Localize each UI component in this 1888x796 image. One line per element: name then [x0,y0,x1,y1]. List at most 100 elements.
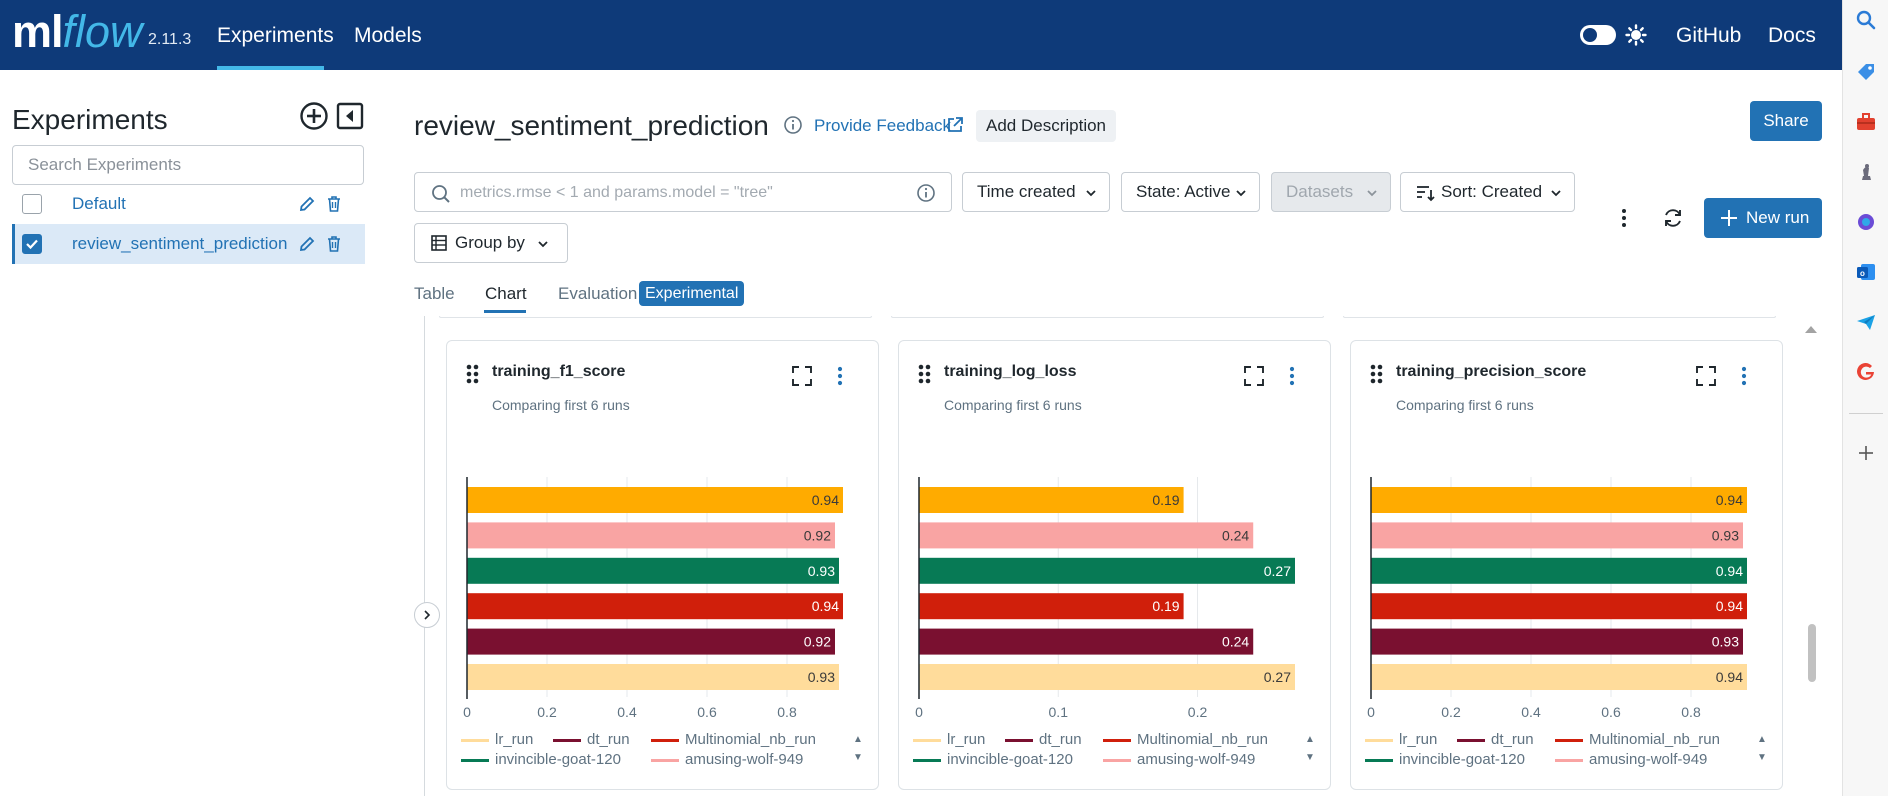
chart-bar[interactable] [467,593,843,620]
chart-bar[interactable] [1371,557,1747,584]
chart-bar[interactable] [919,487,1184,513]
experiment-checkbox[interactable] [22,194,42,214]
x-tick-label: 0.6 [697,704,717,720]
tab-table[interactable]: Table [414,284,455,303]
outlook-icon[interactable]: o [1854,260,1878,284]
tab-chart[interactable]: Chart [485,284,527,303]
external-link-icon[interactable] [946,116,964,134]
legend-item[interactable]: invincible-goat-120 [461,751,621,768]
chart-bar[interactable] [1371,593,1747,620]
info-icon[interactable] [783,115,803,135]
run-search-box[interactable] [414,172,952,212]
experiment-row-default[interactable]: Default [12,184,365,224]
chart-bar[interactable] [919,664,1295,690]
send-icon[interactable] [1854,310,1878,334]
copilot-icon[interactable] [1854,210,1878,234]
chart-bar[interactable] [467,664,839,690]
legend-item[interactable]: Multinomial_nb_run [1103,731,1268,748]
github-link[interactable]: GitHub [1676,24,1742,47]
toolbox-icon[interactable] [1854,110,1878,134]
edit-icon[interactable] [298,235,316,253]
chart-bar[interactable] [467,487,843,513]
legend-item[interactable]: lr_run [1365,731,1437,748]
legend-item[interactable]: amusing-wolf-949 [1555,751,1707,768]
drag-handle-icon[interactable] [466,364,480,384]
add-description-button[interactable]: Add Description [976,110,1117,142]
collapse-sidebar-icon[interactable] [336,102,364,130]
legend-item[interactable]: Multinomial_nb_run [1555,731,1720,748]
new-run-button[interactable]: New run [1704,198,1822,238]
search-icon[interactable] [1854,8,1878,32]
edit-icon[interactable] [298,195,316,213]
legend-item[interactable]: lr_run [461,731,533,748]
chart-bar[interactable] [467,628,835,655]
legend-item[interactable]: invincible-goat-120 [1365,751,1525,768]
datasets-dropdown[interactable]: Datasets [1271,172,1391,212]
legend-item[interactable]: invincible-goat-120 [913,751,1073,768]
drag-handle-icon[interactable] [1370,364,1384,384]
share-button[interactable]: Share [1750,101,1822,141]
experiment-name[interactable]: Default [72,194,126,213]
delete-icon[interactable] [326,235,342,253]
fullscreen-icon[interactable] [1695,365,1717,387]
legend-item[interactable]: Multinomial_nb_run [651,731,816,748]
sun-icon[interactable] [1625,24,1647,46]
delete-icon[interactable] [326,195,342,213]
bar-value-label: 0.24 [1222,634,1249,650]
fullscreen-icon[interactable] [791,365,813,387]
group-by-dropdown[interactable]: Group by [414,223,568,263]
chart-bar[interactable] [467,557,839,584]
time-created-dropdown[interactable]: Time created [962,172,1110,212]
chart-bar[interactable] [919,522,1254,549]
legend-item[interactable]: lr_run [913,731,985,748]
nav-tab-models[interactable]: Models [354,24,422,47]
x-tick-label: 0.2 [1188,704,1208,720]
legend-scroll-arrows[interactable]: ▲ ▼ [1305,734,1315,763]
chart-bar[interactable] [1371,628,1743,655]
chart-bar[interactable] [1371,487,1747,513]
search-experiments-input[interactable] [12,145,364,185]
plus-icon[interactable] [1854,441,1878,465]
state-filter-dropdown[interactable]: State: Active [1121,172,1260,212]
google-icon[interactable] [1854,360,1878,384]
chart-bar[interactable] [1371,664,1747,690]
nav-tab-experiments[interactable]: Experiments [217,24,334,47]
legend-item[interactable]: dt_run [1005,731,1082,748]
legend-scroll-arrows[interactable]: ▲ ▼ [1757,734,1767,763]
legend-item[interactable]: amusing-wolf-949 [1103,751,1255,768]
legend-item[interactable]: dt_run [553,731,630,748]
docs-link[interactable]: Docs [1768,24,1816,47]
chart-bar[interactable] [1371,522,1743,549]
legend-item[interactable]: dt_run [1457,731,1534,748]
legend-item[interactable]: amusing-wolf-949 [651,751,803,768]
sort-dropdown[interactable]: Sort: Created [1400,172,1575,212]
more-options-icon[interactable] [1614,207,1634,229]
experiment-row-review-sentiment[interactable]: review_sentiment_prediction [12,224,365,264]
chart-bar[interactable] [467,522,835,549]
add-experiment-icon[interactable] [299,101,329,131]
run-search-input[interactable] [460,181,900,205]
chart-menu-icon[interactable] [1737,365,1751,387]
info-icon[interactable] [916,183,936,203]
experiment-name[interactable]: review_sentiment_prediction [72,234,288,253]
mlflow-logo[interactable]: mlflow [12,6,143,57]
chart-bar[interactable] [919,557,1295,584]
refresh-icon[interactable] [1662,207,1684,229]
chart-bar[interactable] [919,628,1254,655]
experiment-checkbox[interactable] [22,234,42,254]
chess-icon[interactable] [1854,160,1878,184]
chart-bar[interactable] [919,593,1184,620]
fullscreen-icon[interactable] [1243,365,1265,387]
legend-label: invincible-goat-120 [1399,751,1525,768]
chart-menu-icon[interactable] [1285,365,1299,387]
scrollbar-thumb[interactable] [1808,624,1816,682]
drag-handle-icon[interactable] [918,364,932,384]
tab-evaluation[interactable]: Evaluation [558,284,638,303]
scroll-up-arrow[interactable] [1804,324,1818,334]
legend-scroll-arrows[interactable]: ▲ ▼ [853,734,863,763]
tag-icon[interactable] [1854,60,1878,84]
dark-mode-toggle[interactable] [1580,25,1616,45]
chart-menu-icon[interactable] [833,365,847,387]
provide-feedback-link[interactable]: Provide Feedback [814,116,952,135]
expand-runs-toggle[interactable] [414,602,440,628]
